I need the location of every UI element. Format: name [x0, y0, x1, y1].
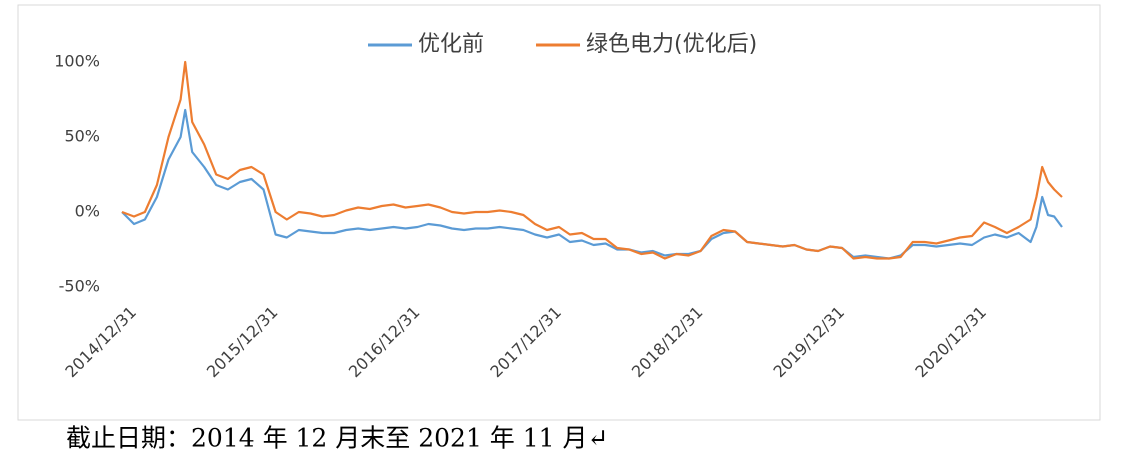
x-tick-label: 2019/12/31 — [769, 303, 848, 382]
y-tick-label: -50% — [59, 277, 100, 296]
y-tick-label: 50% — [64, 127, 100, 146]
y-tick-label: 0% — [75, 202, 100, 221]
series-line — [121, 60, 1063, 260]
x-tick-label: 2020/12/31 — [911, 303, 990, 382]
y-tick-label: 100% — [54, 52, 100, 71]
chart-frame — [17, 4, 1101, 421]
caption: 截止日期：2014 年 12 月末至 2021 年 11 月↵ — [66, 424, 608, 453]
x-tick-label: 2014/12/31 — [61, 303, 140, 382]
legend-label: 绿色电力(优化后) — [586, 32, 757, 57]
series-line — [121, 108, 1063, 260]
legend-label: 优化前 — [418, 32, 484, 57]
x-tick-label: 2015/12/31 — [203, 303, 282, 382]
x-tick-label: 2017/12/31 — [486, 303, 565, 382]
x-tick-label: 2016/12/31 — [345, 303, 424, 382]
x-tick-label: 2018/12/31 — [628, 303, 707, 382]
